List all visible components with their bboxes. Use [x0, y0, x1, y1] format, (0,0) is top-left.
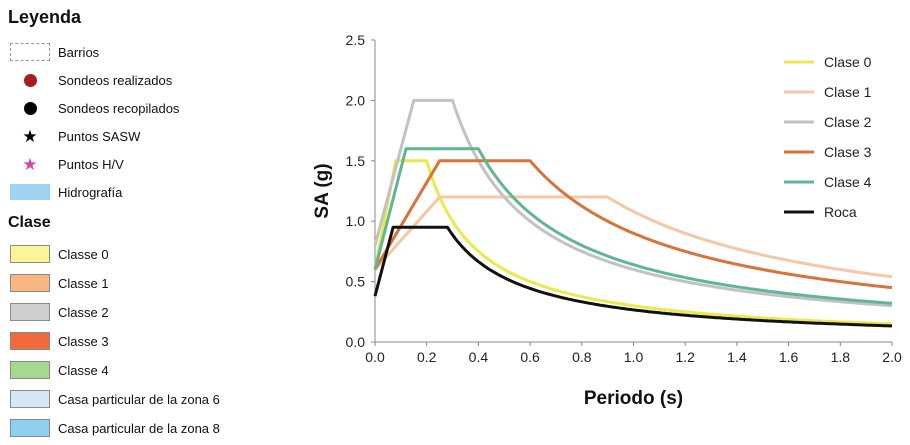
y-tick-label: 1.0: [346, 213, 366, 229]
legend-label: Casa particular de la zona 8: [58, 420, 220, 436]
y-tick-label: 1.5: [346, 153, 366, 169]
x-tick-label: 1.8: [831, 349, 851, 365]
dashed-box-icon: [10, 43, 50, 61]
chart-legend-label: Clase 4: [824, 174, 872, 190]
star-icon: ★: [22, 154, 38, 174]
x-tick-label: 1.4: [727, 349, 747, 365]
series-line-clase-3: [373, 159, 893, 290]
legend-item-zona-8: Casa particular de la zona 8: [8, 418, 220, 438]
legend-title: Leyenda: [8, 7, 82, 27]
y-tick-label: 0.5: [346, 274, 366, 290]
legend-label: Hidrografía: [58, 184, 123, 200]
swatch-icon: [10, 361, 50, 379]
legend-label: Classe 3: [58, 333, 109, 349]
series-line-clase-4: [373, 147, 893, 305]
hydro-icon: [10, 184, 50, 200]
series-line-clase-1: [373, 195, 893, 279]
y-tick-label: 2.5: [346, 32, 366, 48]
star-icon: ★: [22, 126, 38, 146]
legend-item-classe-4: Classe 4: [8, 360, 109, 380]
legend-label: Classe 1: [58, 275, 109, 291]
legend-item-sondeos-realizados: Sondeos realizados: [8, 70, 172, 90]
y-tick-label: 2.0: [346, 92, 366, 108]
dot-icon: [23, 101, 37, 115]
legend-item-puntos-sasw: ★ Puntos SASW: [8, 126, 140, 146]
x-tick-label: 1.2: [675, 349, 695, 365]
x-tick-label: 0.0: [365, 349, 385, 365]
x-tick-label: 0.2: [417, 349, 437, 365]
swatch-icon: [10, 332, 50, 350]
spectra-chart: 0.0 0.2 0.4 0.6 0.8 1.0 1.2 1.4 1.6 1.8 2.0 0.0 0.5 1…: [300, 0, 910, 440]
chart-legend-label: Clase 3: [824, 144, 872, 160]
legend-label: Puntos H/V: [58, 156, 124, 172]
legend-item-classe-1: Classe 1: [8, 273, 109, 293]
y-axis-title: SA (g): [312, 163, 333, 218]
legend-label: Classe 2: [58, 304, 109, 320]
series-line-roca: [373, 225, 892, 328]
legend-item-barrios: Barrios: [8, 42, 99, 62]
swatch-icon: [10, 303, 50, 321]
legend-label: Classe 0: [58, 246, 109, 262]
x-tick-label: 0.6: [520, 349, 540, 365]
x-tick-label: 1.0: [624, 349, 644, 365]
x-tick-label: 2.0: [882, 349, 902, 365]
swatch-icon: [10, 274, 50, 292]
legend-label: Puntos SASW: [58, 128, 141, 144]
swatch-icon: [10, 419, 50, 437]
legend-item-zona-6: Casa particular de la zona 6: [8, 389, 220, 409]
series-line-clase-0: [373, 159, 893, 326]
x-tick-label: 0.4: [469, 349, 489, 365]
chart-legend-label: Clase 1: [824, 84, 872, 100]
spectra-chart-svg: 0.0 0.2 0.4 0.6 0.8 1.0 1.2 1.4 1.6 1.8 2.0 0.0 0.5 1…: [312, 32, 902, 409]
legend-label: Sondeos recopilados: [58, 100, 180, 116]
x-axis-title: Periodo (s): [584, 388, 683, 409]
legend-item-sondeos-recopilados: Sondeos recopilados: [8, 98, 179, 118]
chart-legend-label: Clase 2: [824, 114, 872, 130]
legend-item-classe-3: Classe 3: [8, 331, 109, 351]
x-tick-label: 1.6: [779, 349, 799, 365]
legend-label: Casa particular de la zona 6: [58, 391, 220, 407]
series-line-clase-2: [373, 98, 893, 308]
legend-label: Barrios: [58, 44, 100, 60]
legend-item-classe-0: Classe 0: [8, 244, 109, 264]
legend-item-puntos-hv: ★ Puntos H/V: [8, 154, 124, 174]
legend-item-hidrografia: Hidrografía: [8, 182, 122, 202]
chart-legend-label: Roca: [824, 204, 857, 220]
y-tick-label: 0.0: [346, 334, 366, 350]
clase-section-title: Clase: [8, 214, 51, 231]
legend-label: Classe 4: [58, 362, 109, 378]
legend-item-classe-2: Classe 2: [8, 302, 109, 322]
swatch-icon: [10, 390, 50, 408]
dot-icon: [23, 73, 37, 87]
legend-label: Sondeos realizados: [58, 72, 173, 88]
chart-legend-label: Clase 0: [824, 54, 872, 70]
x-tick-label: 0.8: [572, 349, 592, 365]
map-legend: Leyenda Barrios Sondeos realizados Sonde…: [8, 4, 308, 437]
swatch-icon: [10, 245, 50, 263]
